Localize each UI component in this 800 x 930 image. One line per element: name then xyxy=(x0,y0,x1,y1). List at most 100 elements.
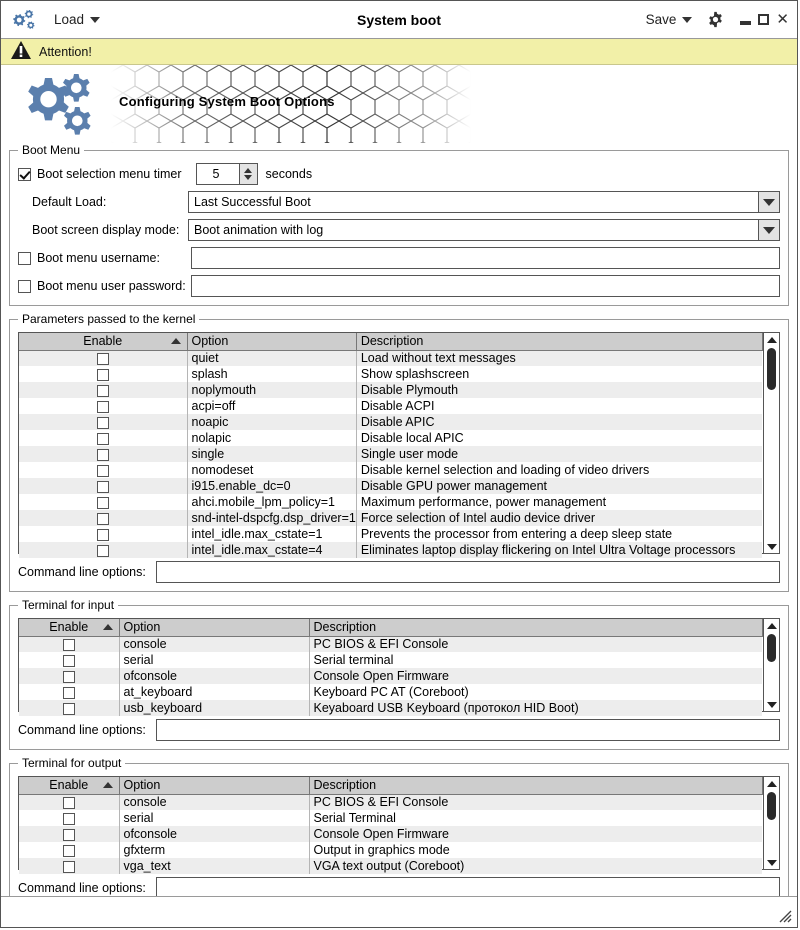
column-header-description[interactable]: Description xyxy=(309,619,763,637)
table-row[interactable]: snd-intel-dspcfg.dsp_driver=1 Force selec… xyxy=(19,510,763,526)
terminal-output-command-line-input[interactable] xyxy=(155,877,780,896)
column-header-enable[interactable]: Enable xyxy=(19,777,120,795)
table-row[interactable]: at_keyboard Keyboard PC AT (Coreboot) xyxy=(19,684,763,700)
row-enable-cell[interactable] xyxy=(19,542,188,558)
default-load-select[interactable]: Last Successful Boot xyxy=(188,191,780,213)
row-enable-checkbox[interactable] xyxy=(62,686,75,699)
scrollbar-thumb[interactable] xyxy=(767,348,776,390)
table-row[interactable]: ofconsole Console Open Firmware xyxy=(19,668,763,684)
row-enable-cell[interactable] xyxy=(19,398,188,414)
scroll-up-button[interactable] xyxy=(764,333,779,346)
row-enable-checkbox[interactable] xyxy=(96,416,109,429)
row-enable-checkbox[interactable] xyxy=(96,368,109,381)
row-enable-cell[interactable] xyxy=(19,810,120,826)
row-enable-checkbox[interactable] xyxy=(96,400,109,413)
table-row[interactable]: splash Show splashscreen xyxy=(19,366,763,382)
row-enable-cell[interactable] xyxy=(19,382,188,398)
boot-password-checkbox[interactable] xyxy=(18,279,31,293)
table-row[interactable]: noapic Disable APIC xyxy=(19,414,763,430)
row-enable-cell[interactable] xyxy=(19,794,120,810)
column-header-option[interactable]: Option xyxy=(119,619,310,637)
scroll-up-button[interactable] xyxy=(764,777,779,790)
row-enable-checkbox[interactable] xyxy=(62,654,75,667)
load-menu-button[interactable]: Load xyxy=(51,10,103,29)
boot-username-checkbox[interactable] xyxy=(18,251,31,265)
table-row[interactable]: nomodeset Disable kernel selection and lo… xyxy=(19,462,763,478)
table-row[interactable]: noplymouth Disable Plymouth xyxy=(19,382,763,398)
row-enable-cell[interactable] xyxy=(19,494,188,510)
kernel-table-scrollbar[interactable] xyxy=(763,333,779,553)
row-enable-checkbox[interactable] xyxy=(96,496,109,509)
boot-username-input[interactable] xyxy=(191,247,780,269)
scrollbar-track[interactable] xyxy=(764,632,779,698)
row-enable-checkbox[interactable] xyxy=(96,528,109,541)
table-row[interactable]: vga_text VGA text output (Coreboot) xyxy=(19,858,763,874)
row-enable-checkbox[interactable] xyxy=(62,702,75,715)
boot-timer-checkbox[interactable] xyxy=(18,167,31,181)
row-enable-cell[interactable] xyxy=(19,526,188,542)
terminal-input-command-line-input[interactable] xyxy=(155,719,780,741)
row-enable-checkbox[interactable] xyxy=(62,828,75,841)
row-enable-checkbox[interactable] xyxy=(96,544,109,557)
boot-password-input[interactable] xyxy=(191,275,780,297)
row-enable-checkbox[interactable] xyxy=(96,352,109,365)
boot-timer-value[interactable]: 5 xyxy=(212,167,220,181)
row-enable-cell[interactable] xyxy=(19,684,120,700)
row-enable-cell[interactable] xyxy=(19,446,188,462)
table-row[interactable]: single Single user mode xyxy=(19,446,763,462)
close-icon[interactable]: ✕ xyxy=(776,11,789,28)
table-row[interactable]: ahci.mobile_lpm_policy=1 Maximum performa… xyxy=(19,494,763,510)
table-row[interactable]: ofconsole Console Open Firmware xyxy=(19,826,763,842)
row-enable-cell[interactable] xyxy=(19,430,188,446)
scroll-up-button[interactable] xyxy=(764,619,779,632)
table-row[interactable]: gfxterm Output in graphics mode xyxy=(19,842,763,858)
resize-grip-icon[interactable] xyxy=(778,909,792,923)
table-row[interactable]: i915.enable_dc=0 Disable GPU power manage… xyxy=(19,478,763,494)
row-enable-cell[interactable] xyxy=(19,636,120,652)
column-header-description[interactable]: Description xyxy=(309,777,763,795)
table-row[interactable]: intel_idle.max_cstate=4 Eliminates laptop… xyxy=(19,542,763,558)
row-enable-checkbox[interactable] xyxy=(96,512,109,525)
row-enable-cell[interactable] xyxy=(19,366,188,382)
scroll-down-button[interactable] xyxy=(764,540,779,553)
table-row[interactable]: nolapic Disable local APIC xyxy=(19,430,763,446)
scrollbar-thumb[interactable] xyxy=(767,792,776,820)
table-row[interactable]: intel_idle.max_cstate=1 Prevents the proc… xyxy=(19,526,763,542)
row-enable-cell[interactable] xyxy=(19,478,188,494)
row-enable-cell[interactable] xyxy=(19,414,188,430)
row-enable-checkbox[interactable] xyxy=(62,860,75,873)
row-enable-checkbox[interactable] xyxy=(62,796,75,809)
kernel-command-line-input[interactable] xyxy=(155,561,780,583)
table-row[interactable]: serial Serial Terminal xyxy=(19,810,763,826)
row-enable-cell[interactable] xyxy=(19,700,120,716)
row-enable-cell[interactable] xyxy=(19,858,120,874)
column-header-description[interactable]: Description xyxy=(356,333,764,351)
column-header-enable[interactable]: Enable xyxy=(19,333,188,351)
maximize-icon[interactable] xyxy=(758,14,770,25)
row-enable-cell[interactable] xyxy=(19,652,120,668)
scrollbar-track[interactable] xyxy=(764,346,779,540)
row-enable-checkbox[interactable] xyxy=(96,464,109,477)
row-enable-checkbox[interactable] xyxy=(96,448,109,461)
terminal-output-scrollbar[interactable] xyxy=(763,777,779,869)
terminal-input-scrollbar[interactable] xyxy=(763,619,779,711)
spinner-up-icon[interactable] xyxy=(244,168,253,173)
table-row[interactable]: console PC BIOS & EFI Console xyxy=(19,636,763,652)
column-header-option[interactable]: Option xyxy=(187,333,357,351)
row-enable-cell[interactable] xyxy=(19,668,120,684)
spinner-down-icon[interactable] xyxy=(244,175,253,180)
scrollbar-thumb[interactable] xyxy=(767,634,776,662)
row-enable-cell[interactable] xyxy=(19,462,188,478)
row-enable-checkbox[interactable] xyxy=(96,384,109,397)
table-row[interactable]: usb_keyboard Keyaboard USB Keyboard (прот… xyxy=(19,700,763,716)
scrollbar-track[interactable] xyxy=(764,790,779,856)
table-row[interactable]: serial Serial terminal xyxy=(19,652,763,668)
row-enable-checkbox[interactable] xyxy=(62,638,75,651)
row-enable-cell[interactable] xyxy=(19,842,120,858)
chevron-down-icon[interactable] xyxy=(758,220,779,240)
row-enable-cell[interactable] xyxy=(19,510,188,526)
settings-gear-button[interactable] xyxy=(707,11,724,28)
chevron-down-icon[interactable] xyxy=(758,192,779,212)
spinner-buttons[interactable] xyxy=(238,164,257,184)
row-enable-checkbox[interactable] xyxy=(62,844,75,857)
